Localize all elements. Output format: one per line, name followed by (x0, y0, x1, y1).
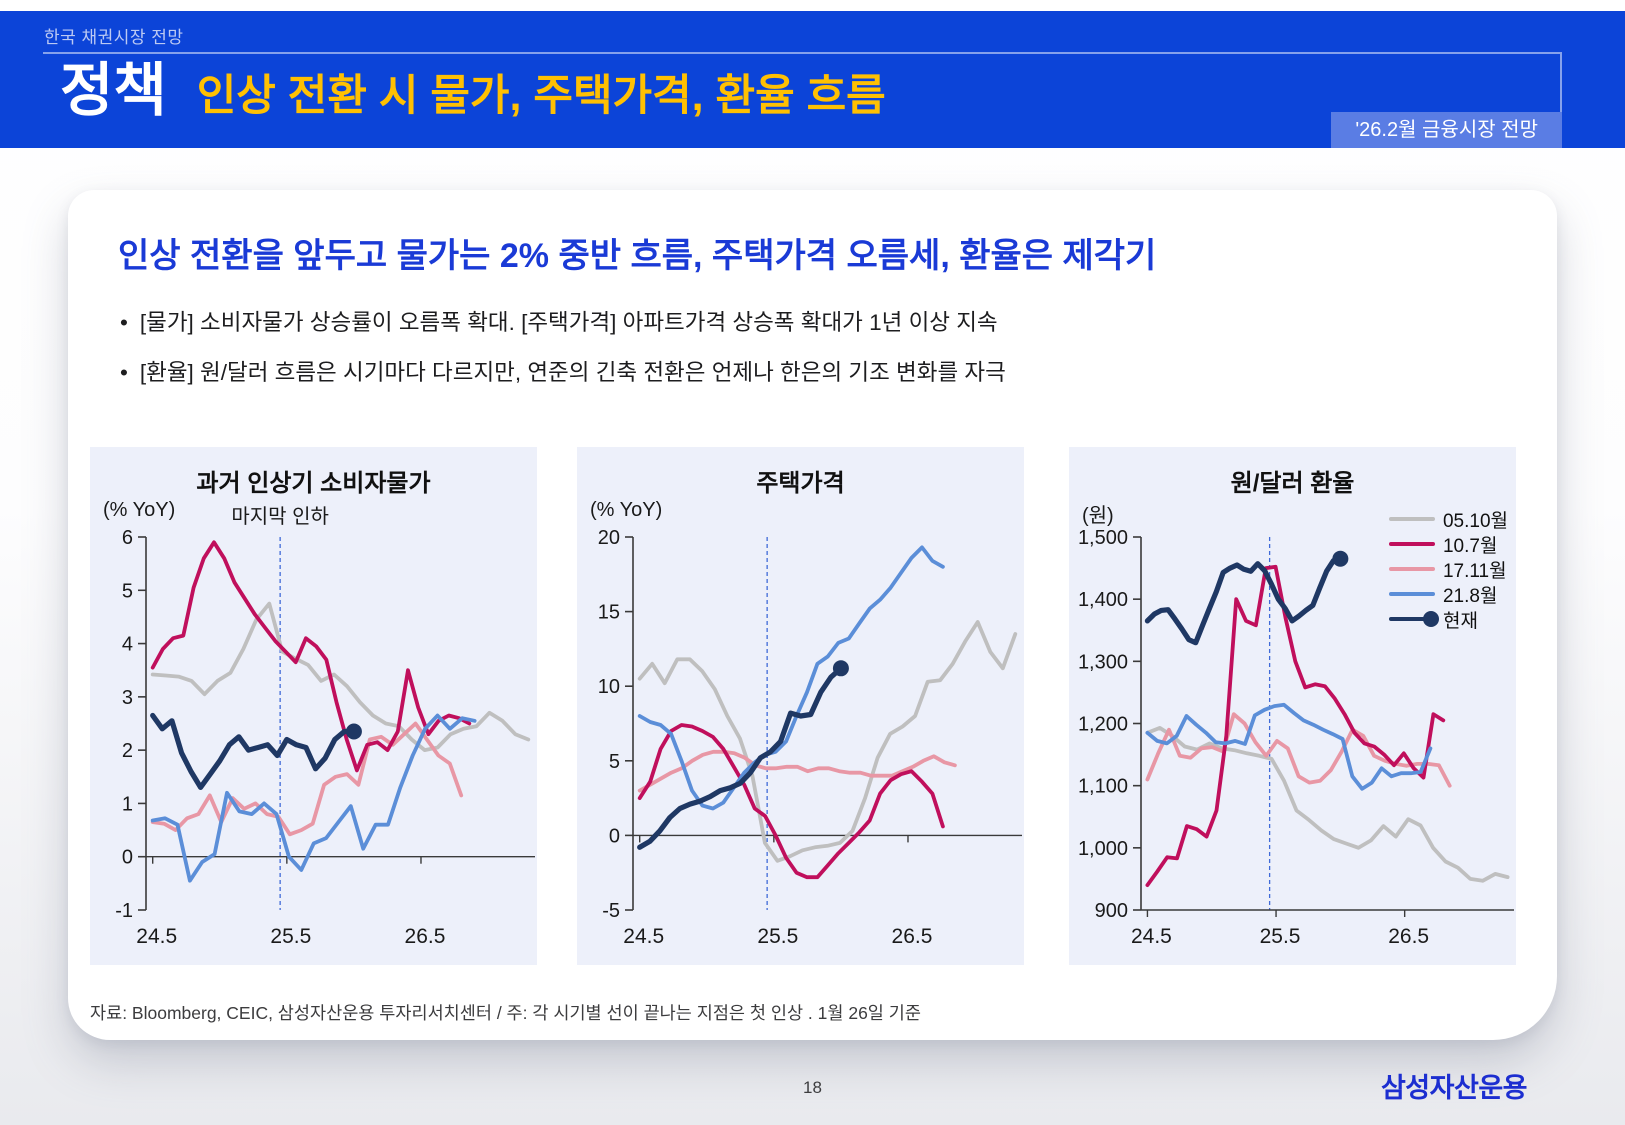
content-card: 인상 전환을 앞두고 물가는 2% 중반 흐름, 주택가격 오름세, 환율은 제… (68, 190, 1557, 1040)
chart-svg-0: 마지막 인하 6 5 4 3 2 1 0 -124.5 25.5 26.5 (115, 505, 535, 948)
section-label: 정책 (60, 58, 167, 123)
current-series-end-dot (1332, 550, 1349, 567)
x-tick-label: 25.5 (1260, 925, 1301, 948)
title-banner: 한국 채권시장 전망 정책 인상 전환 시 물가, 주택가격, 환율 흐름 '2… (0, 11, 1625, 148)
bullet-item-0: [물가] 소비자물가 상승률이 오름폭 확대. [주택가격] 아파트가격 상승폭… (120, 298, 1006, 348)
company-logo: 삼성자산운용 (1380, 1073, 1528, 1103)
bullet-list: [물가] 소비자물가 상승률이 오름폭 확대. [주택가격] 아파트가격 상승폭… (120, 298, 1006, 398)
y-tick-label: 0 (122, 847, 133, 869)
series-21.8월 (150, 713, 477, 883)
y-tick-label: 3 (122, 687, 133, 709)
legend-label: 현재 (1442, 610, 1478, 632)
chart-title-fx: 원/달러 환율 (1230, 470, 1355, 497)
legend-row-현재: 현재 (1388, 609, 1508, 632)
series-10.7월 (1145, 564, 1446, 888)
annotation-last-cut: 마지막 인하 (231, 505, 329, 528)
chart-unit-housing: (% YoY) (590, 499, 663, 521)
legend-swatch-gray (1388, 517, 1435, 521)
banner-titles: 정책 인상 전환 시 물가, 주택가격, 환율 흐름 (60, 59, 886, 123)
x-tick-label: 26.5 (892, 925, 933, 948)
chart-fx: 1,500 1,400 1,300 1,200 1,100 1,000 900 24.5 25.… (1069, 495, 1516, 965)
series-10.7월 (637, 723, 945, 880)
y-tick-label: 1 (122, 793, 133, 815)
legend-row-17.11월: 17.11월 (1388, 559, 1508, 582)
series-17.11월 (1145, 712, 1452, 788)
legend-label: 05.10월 (1442, 510, 1508, 532)
current-series-end-dot (345, 723, 362, 740)
y-tick-label: 1,200 (1078, 714, 1128, 736)
y-tick-label: 20 (598, 527, 620, 549)
series-05.10월 (150, 601, 531, 753)
x-tick-label: 24.5 (136, 925, 177, 948)
chart-title-cpi: 과거 인상기 소비자물가 (196, 470, 431, 497)
bullet-item-1: [환율] 원/달러 흐름은 시기마다 다르지만, 연준의 긴축 전환은 언제나 … (120, 348, 1006, 398)
y-tick-label: 10 (598, 676, 620, 698)
y-tick-label: 1,100 (1078, 776, 1128, 798)
banner-frame (43, 52, 1562, 148)
source-note: 자료: Bloomberg, CEIC, 삼성자산운용 투자리서치센터 / 주:… (90, 1003, 921, 1023)
series-10.7월 (150, 540, 472, 773)
series-05.10월 (1145, 725, 1510, 883)
series-05.10월 (637, 620, 1018, 863)
y-tick-label: 5 (122, 580, 133, 602)
series-21.8월 (637, 545, 945, 811)
x-tick-label: 26.5 (1388, 925, 1429, 948)
legend-swatch-blue (1388, 592, 1435, 596)
chart-unit-fx: (원) (1082, 505, 1114, 527)
legend-label: 10.7월 (1442, 535, 1498, 557)
chart-panel-fx: 원/달러 환율 (원) 1,500 1,400 1,300 1,200 1,100 1,0… (1069, 447, 1516, 965)
y-tick-label: -1 (115, 900, 133, 922)
chart-housing: 20 15 10 5 0 -5 24.5 25.5 26.5 (577, 495, 1024, 965)
y-tick-label: 2 (122, 740, 133, 762)
y-tick-label: 1,400 (1078, 589, 1128, 611)
legend-swatch-pink (1388, 567, 1435, 571)
x-tick-label: 24.5 (623, 925, 664, 948)
chart-panel-cpi: 과거 인상기 소비자물가 (% YoY) 마지막 인하 6 5 4 3 2 1 0 -1 24.5… (90, 447, 537, 965)
legend-label: 17.11월 (1442, 560, 1507, 582)
series-17.11월 (150, 721, 464, 837)
x-tick-label: 24.5 (1131, 925, 1172, 948)
x-tick-label: 26.5 (405, 925, 446, 948)
card-headline: 인상 전환을 앞두고 물가는 2% 중반 흐름, 주택가격 오름세, 환율은 제… (118, 237, 1157, 275)
x-tick-label: 25.5 (757, 925, 798, 948)
series-현재 (637, 665, 844, 850)
y-tick-label: 4 (122, 634, 133, 656)
y-tick-label: 1,500 (1078, 527, 1128, 549)
y-tick-label: 0 (609, 825, 620, 847)
chart-title-housing: 주택가격 (756, 470, 845, 497)
series-17.11월 (637, 749, 957, 793)
legend-row-10.7월: 10.7월 (1388, 534, 1508, 557)
legend-row-05.10월: 05.10월 (1388, 509, 1508, 532)
page-title: 인상 전환 시 물가, 주택가격, 환율 흐름 (196, 72, 886, 120)
y-tick-label: 15 (598, 602, 620, 624)
series-21.8월 (1145, 702, 1433, 791)
y-tick-label: 900 (1095, 900, 1128, 922)
y-tick-label: 6 (122, 527, 133, 549)
chart-panel-housing: 주택가격 (% YoY) 20 15 10 5 0 -5 24.5 25.5 26.5 (577, 447, 1024, 965)
y-tick-label: 1,300 (1078, 651, 1128, 673)
x-tick-label: 25.5 (270, 925, 311, 948)
y-tick-label: -5 (602, 900, 620, 922)
page-number: 18 (803, 1078, 822, 1097)
legend-marker-dot (1422, 611, 1439, 627)
edition-badge: '26.2월 금융시장 전망 (1331, 112, 1562, 148)
current-series-end-dot (832, 660, 849, 677)
chart-unit-cpi: (% YoY) (103, 499, 176, 521)
y-tick-label: 1,000 (1078, 838, 1128, 860)
y-tick-label: 5 (609, 751, 620, 773)
legend-swatch-crimson (1388, 542, 1435, 546)
series-현재 (1144, 556, 1343, 646)
legend-swatch-navy (1388, 611, 1439, 627)
legend-row-21.8월: 21.8월 (1388, 584, 1508, 607)
chart-svg-1: 20 15 10 5 0 -524.5 25.5 26.5 (598, 527, 1022, 948)
series-현재 (150, 712, 357, 790)
deck-title: 한국 채권시장 전망 (44, 28, 184, 47)
chart-cpi: 마지막 인하 6 5 4 3 2 1 0 -1 24.5 25.5 26.5 (90, 495, 537, 965)
legend-label: 21.8월 (1442, 585, 1498, 607)
